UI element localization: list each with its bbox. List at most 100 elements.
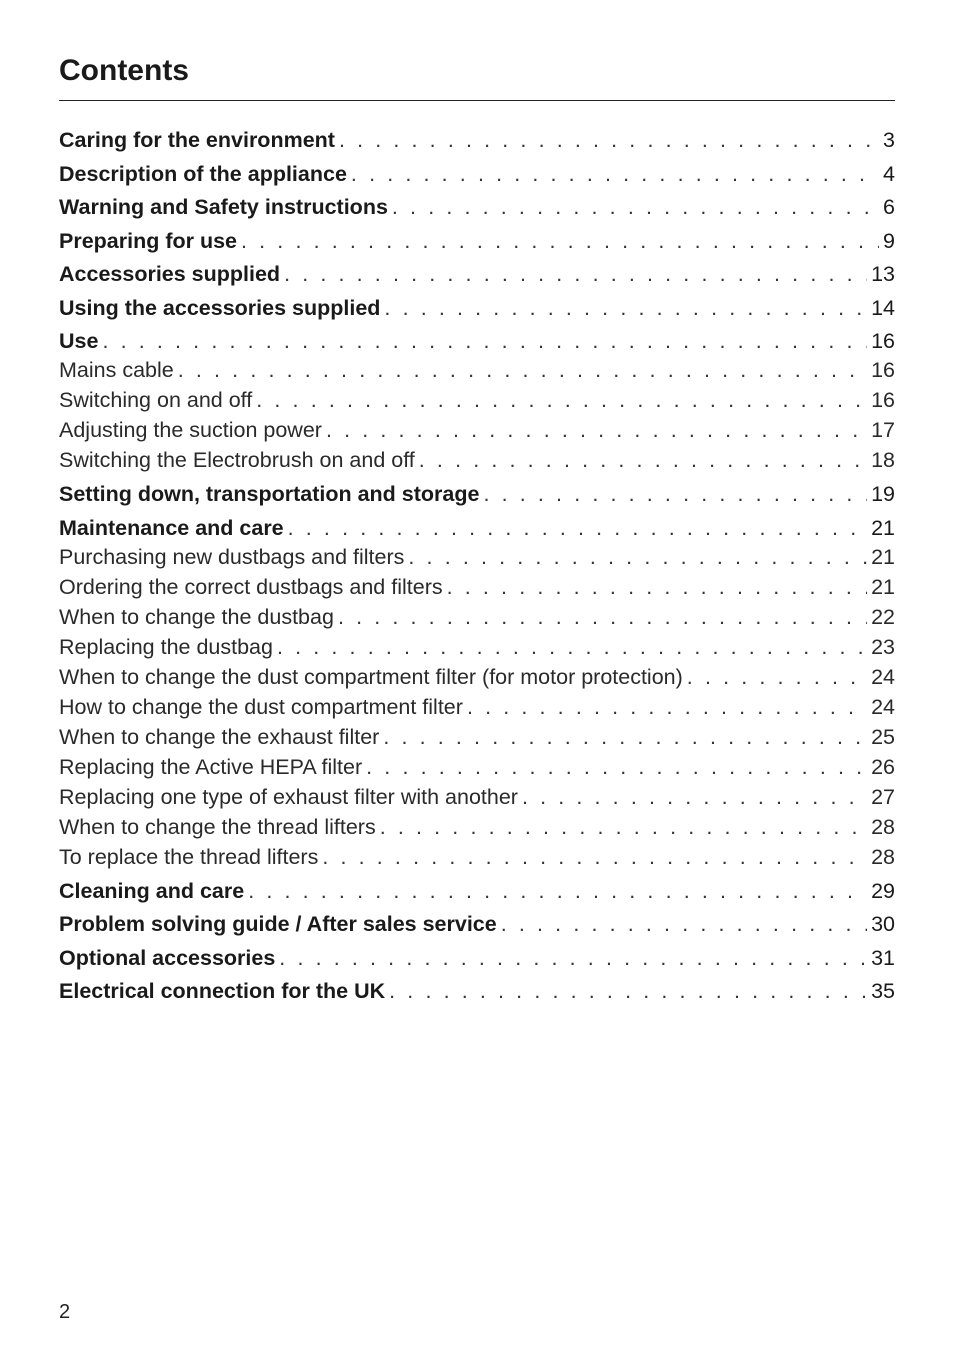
toc-section-entry[interactable]: Cleaning and care . . . . . . . . . . . … bbox=[59, 875, 895, 909]
toc-section-entry[interactable]: Preparing for use . . . . . . . . . . . … bbox=[59, 225, 895, 259]
toc-section-entry[interactable]: Accessories supplied . . . . . . . . . .… bbox=[59, 258, 895, 292]
toc-entry-page: 6 bbox=[883, 195, 895, 219]
toc-subsection-entry[interactable]: Replacing the dustbag . . . . . . . . . … bbox=[59, 632, 895, 662]
dot-leader: . . . . . . . . . . . . . . . . . . . . … bbox=[384, 295, 867, 320]
toc-subsection-entry[interactable]: Purchasing new dustbags and filters . . … bbox=[59, 542, 895, 572]
toc-section-entry[interactable]: Maintenance and care . . . . . . . . . .… bbox=[59, 512, 895, 546]
toc-subsection-entry[interactable]: Mains cable . . . . . . . . . . . . . . … bbox=[59, 355, 895, 385]
toc-entry-label: Warning and Safety instructions bbox=[59, 195, 388, 219]
toc-entry-page: 21 bbox=[871, 574, 895, 599]
toc-entry-label: Description of the appliance bbox=[59, 161, 347, 186]
dot-leader: . . . . . . . . . . . . . . . . . . . . … bbox=[325, 418, 867, 442]
toc-entry-page: 25 bbox=[871, 724, 895, 749]
toc-subsection-entry[interactable]: Switching on and off . . . . . . . . . .… bbox=[59, 385, 895, 415]
toc-entry-page: 26 bbox=[871, 754, 895, 779]
toc-subsection-entry[interactable]: Replacing one type of exhaust filter wit… bbox=[59, 782, 895, 812]
dot-leader: . . . . . . . . . . . . . . . . . . . . … bbox=[521, 784, 867, 809]
page-title: Contents bbox=[59, 54, 189, 87]
dot-leader: . . . . . . . . . . . . . . . . . . . . … bbox=[284, 262, 867, 286]
dot-leader: . . . . . . . . . . . . . . . . . . . . … bbox=[466, 694, 867, 719]
toc-entry-page: 16 bbox=[871, 329, 895, 353]
dot-leader: . . . . . . . . . . . . . . . . . . . . … bbox=[418, 448, 867, 472]
toc-entry-label: Problem solving guide / After sales serv… bbox=[59, 912, 497, 936]
toc-entry-label: Maintenance and care bbox=[59, 515, 284, 540]
toc-entry-page: 19 bbox=[871, 482, 895, 506]
toc-section-entry[interactable]: Caring for the environment . . . . . . .… bbox=[59, 124, 895, 158]
toc-entry-page: 31 bbox=[871, 945, 895, 970]
page-number: 2 bbox=[59, 1301, 71, 1323]
toc-subsection-entry[interactable]: How to change the dust compartment filte… bbox=[59, 692, 895, 722]
toc-subsection-entry[interactable]: To replace the thread lifters . . . . . … bbox=[59, 842, 895, 872]
dot-leader: . . . . . . . . . . . . . . . . . . . . … bbox=[483, 482, 867, 506]
toc-section-entry[interactable]: Problem solving guide / After sales serv… bbox=[59, 908, 895, 942]
toc-entry-label: Setting down, transportation and storage bbox=[59, 482, 480, 506]
toc-entry-page: 24 bbox=[871, 664, 895, 689]
dot-leader: . . . . . . . . . . . . . . . . . . . . … bbox=[408, 544, 867, 569]
toc-entry-label: Switching on and off bbox=[59, 388, 253, 412]
dot-leader: . . . . . . . . . . . . . . . . . . . . … bbox=[383, 724, 867, 749]
dot-leader: . . . . . . . . . . . . . . . . . . . . … bbox=[102, 329, 867, 353]
toc-entry-page: 16 bbox=[871, 358, 895, 382]
toc-subsection-entry[interactable]: When to change the dustbag . . . . . . .… bbox=[59, 602, 895, 632]
dot-leader: . . . . . . . . . . . . . . . . . . . . … bbox=[276, 634, 867, 659]
dot-leader: . . . . . . . . . . . . . . . . . . . . … bbox=[337, 604, 867, 629]
dot-leader: . . . . . . . . . . . . . . . . . . . . … bbox=[248, 878, 867, 903]
table-of-contents: Caring for the environment . . . . . . .… bbox=[59, 124, 895, 1009]
toc-entry-label: Use bbox=[59, 329, 99, 353]
toc-entry-label: Replacing the dustbag bbox=[59, 634, 273, 659]
toc-subsection-entry[interactable]: Ordering the correct dustbags and filter… bbox=[59, 572, 895, 602]
toc-entry-page: 18 bbox=[871, 448, 895, 472]
toc-entry-page: 9 bbox=[883, 228, 895, 253]
toc-entry-label: When to change the exhaust filter bbox=[59, 724, 380, 749]
dot-leader: . . . . . . . . . . . . . . . . . . . . … bbox=[686, 664, 867, 689]
dot-leader: . . . . . . . . . . . . . . . . . . . . … bbox=[177, 358, 867, 382]
dot-leader: . . . . . . . . . . . . . . . . . . . . … bbox=[366, 754, 867, 779]
toc-subsection-entry[interactable]: Adjusting the suction power . . . . . . … bbox=[59, 415, 895, 445]
toc-section-entry[interactable]: Using the accessories supplied . . . . .… bbox=[59, 292, 895, 326]
toc-section-entry[interactable]: Description of the appliance . . . . . .… bbox=[59, 158, 895, 192]
toc-section-entry[interactable]: Use . . . . . . . . . . . . . . . . . . … bbox=[59, 325, 895, 359]
toc-entry-label: To replace the thread lifters bbox=[59, 844, 319, 869]
toc-entry-label: Preparing for use bbox=[59, 228, 238, 253]
toc-entry-label: Using the accessories supplied bbox=[59, 295, 381, 320]
dot-leader: . . . . . . . . . . . . . . . . . . . . … bbox=[256, 388, 867, 412]
toc-section-entry[interactable]: Setting down, transportation and storage… bbox=[59, 478, 895, 512]
toc-section-entry[interactable]: Warning and Safety instructions . . . . … bbox=[59, 191, 895, 225]
toc-section-entry[interactable]: Electrical connection for the UK . . . .… bbox=[59, 975, 895, 1009]
toc-entry-page: 21 bbox=[871, 515, 895, 540]
toc-entry-label: Replacing the Active HEPA filter bbox=[59, 754, 363, 779]
toc-entry-page: 16 bbox=[871, 388, 895, 412]
toc-entry-page: 30 bbox=[871, 912, 895, 936]
toc-entry-page: 28 bbox=[871, 844, 895, 869]
toc-entry-page: 28 bbox=[871, 814, 895, 839]
toc-entry-label: Adjusting the suction power bbox=[59, 418, 322, 442]
toc-entry-page: 35 bbox=[871, 979, 895, 1003]
toc-entry-page: 27 bbox=[871, 784, 895, 809]
toc-entry-label: How to change the dust compartment filte… bbox=[59, 694, 463, 719]
dot-leader: . . . . . . . . . . . . . . . . . . . . … bbox=[389, 979, 867, 1003]
toc-entry-page: 29 bbox=[871, 878, 895, 903]
toc-subsection-entry[interactable]: When to change the thread lifters . . . … bbox=[59, 812, 895, 842]
toc-subsection-entry[interactable]: Replacing the Active HEPA filter . . . .… bbox=[59, 752, 895, 782]
dot-leader: . . . . . . . . . . . . . . . . . . . . … bbox=[241, 228, 879, 253]
toc-entry-label: Ordering the correct dustbags and filter… bbox=[59, 574, 443, 599]
toc-subsection-entry[interactable]: Switching the Electrobrush on and off . … bbox=[59, 445, 895, 475]
toc-entry-label: Replacing one type of exhaust filter wit… bbox=[59, 784, 518, 809]
toc-entry-page: 14 bbox=[871, 295, 895, 320]
toc-section-entry[interactable]: Optional accessories . . . . . . . . . .… bbox=[59, 942, 895, 976]
toc-entry-label: When to change the dustbag bbox=[59, 604, 334, 629]
toc-entry-page: 22 bbox=[871, 604, 895, 629]
dot-leader: . . . . . . . . . . . . . . . . . . . . … bbox=[379, 814, 867, 839]
toc-subsection-entry[interactable]: When to change the exhaust filter . . . … bbox=[59, 722, 895, 752]
toc-entry-label: Electrical connection for the UK bbox=[59, 979, 386, 1003]
toc-entry-label: Accessories supplied bbox=[59, 262, 281, 286]
toc-entry-page: 24 bbox=[871, 694, 895, 719]
toc-subsection-entry[interactable]: When to change the dust compartment filt… bbox=[59, 662, 895, 692]
dot-leader: . . . . . . . . . . . . . . . . . . . . … bbox=[279, 945, 867, 970]
toc-entry-label: Purchasing new dustbags and filters bbox=[59, 544, 405, 569]
toc-entry-page: 3 bbox=[883, 128, 895, 152]
dot-leader: . . . . . . . . . . . . . . . . . . . . … bbox=[322, 844, 867, 869]
dot-leader: . . . . . . . . . . . . . . . . . . . . … bbox=[350, 161, 879, 186]
title-divider bbox=[59, 100, 895, 101]
toc-entry-label: Cleaning and care bbox=[59, 878, 245, 903]
